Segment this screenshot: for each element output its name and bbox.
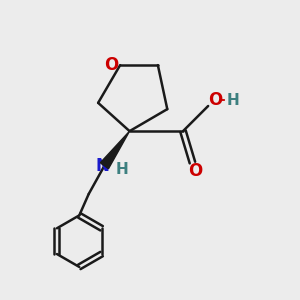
Text: O: O (208, 91, 222, 109)
Text: H: H (227, 93, 240, 108)
Text: O: O (188, 162, 203, 180)
Text: O: O (104, 56, 118, 74)
Text: H: H (115, 162, 128, 177)
Polygon shape (100, 131, 130, 169)
Text: N: N (96, 157, 110, 175)
